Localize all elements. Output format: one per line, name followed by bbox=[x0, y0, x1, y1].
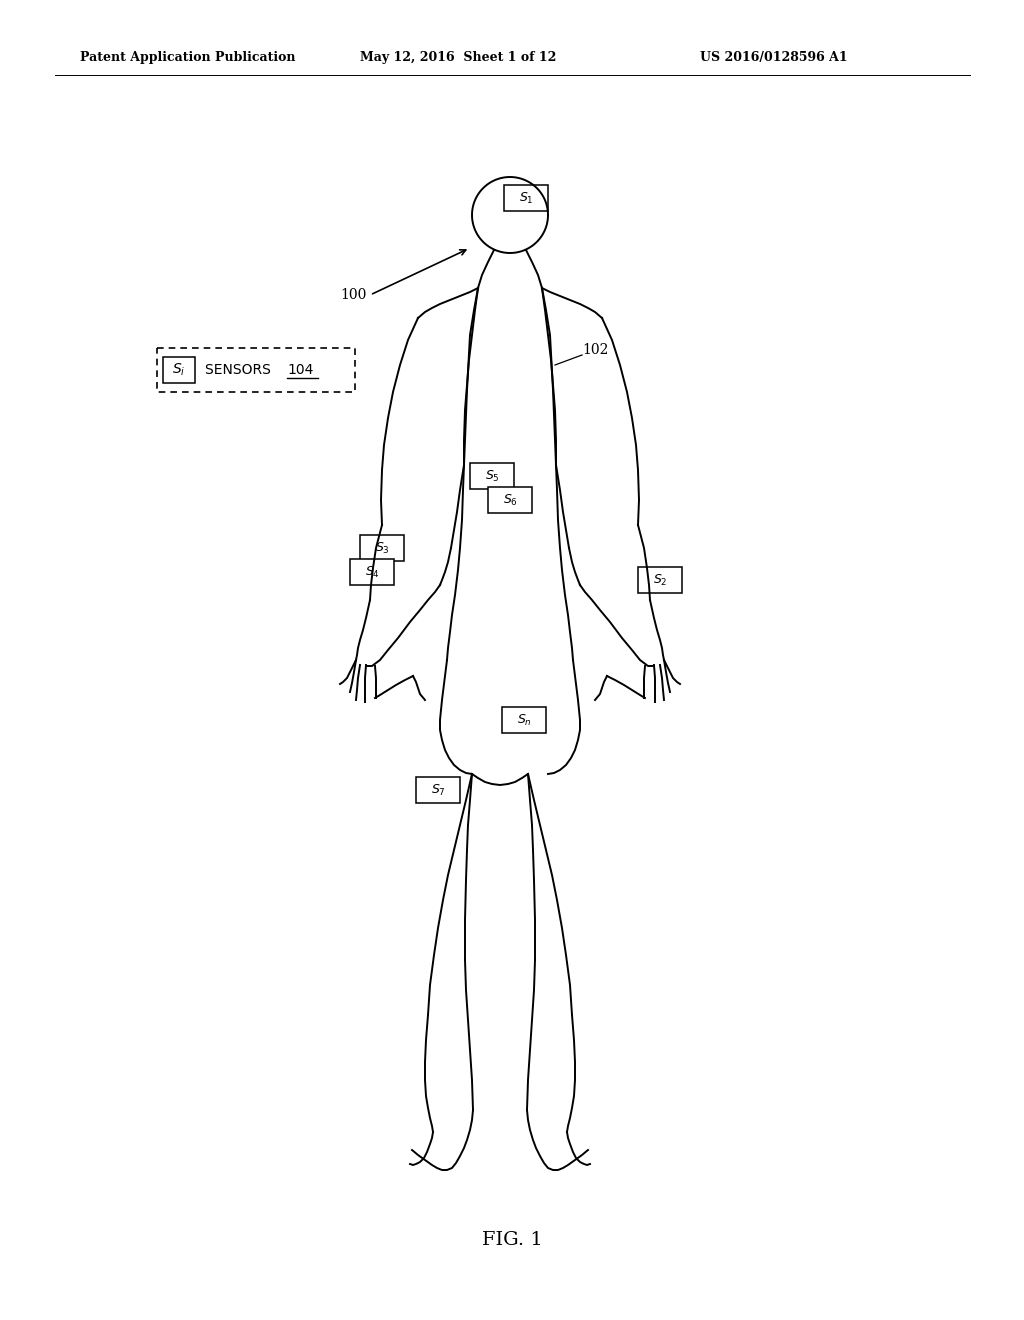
Text: $S_n$: $S_n$ bbox=[516, 713, 531, 727]
FancyBboxPatch shape bbox=[416, 777, 460, 803]
Text: 102: 102 bbox=[582, 343, 608, 356]
FancyBboxPatch shape bbox=[502, 708, 546, 733]
Text: $S_{7}$: $S_{7}$ bbox=[431, 783, 445, 797]
Text: May 12, 2016  Sheet 1 of 12: May 12, 2016 Sheet 1 of 12 bbox=[360, 51, 556, 65]
Text: 104: 104 bbox=[287, 363, 313, 378]
Text: US 2016/0128596 A1: US 2016/0128596 A1 bbox=[700, 51, 848, 65]
Text: $S_{5}$: $S_{5}$ bbox=[484, 469, 500, 483]
FancyBboxPatch shape bbox=[350, 558, 394, 585]
Text: $S_i$: $S_i$ bbox=[172, 362, 185, 379]
Text: $S_{2}$: $S_{2}$ bbox=[652, 573, 668, 587]
FancyBboxPatch shape bbox=[470, 463, 514, 488]
FancyBboxPatch shape bbox=[157, 348, 355, 392]
Text: 100: 100 bbox=[340, 288, 367, 302]
Text: FIG. 1: FIG. 1 bbox=[481, 1232, 543, 1249]
Text: $S_{1}$: $S_{1}$ bbox=[519, 190, 534, 206]
Text: $S_{6}$: $S_{6}$ bbox=[503, 492, 517, 508]
Text: Patent Application Publication: Patent Application Publication bbox=[80, 51, 296, 65]
FancyBboxPatch shape bbox=[638, 568, 682, 593]
FancyBboxPatch shape bbox=[360, 535, 404, 561]
Text: $S_{4}$: $S_{4}$ bbox=[365, 565, 380, 579]
FancyBboxPatch shape bbox=[163, 356, 195, 383]
FancyBboxPatch shape bbox=[504, 185, 548, 211]
Text: $S_{3}$: $S_{3}$ bbox=[375, 540, 389, 556]
Text: SENSORS: SENSORS bbox=[205, 363, 275, 378]
FancyBboxPatch shape bbox=[488, 487, 532, 513]
